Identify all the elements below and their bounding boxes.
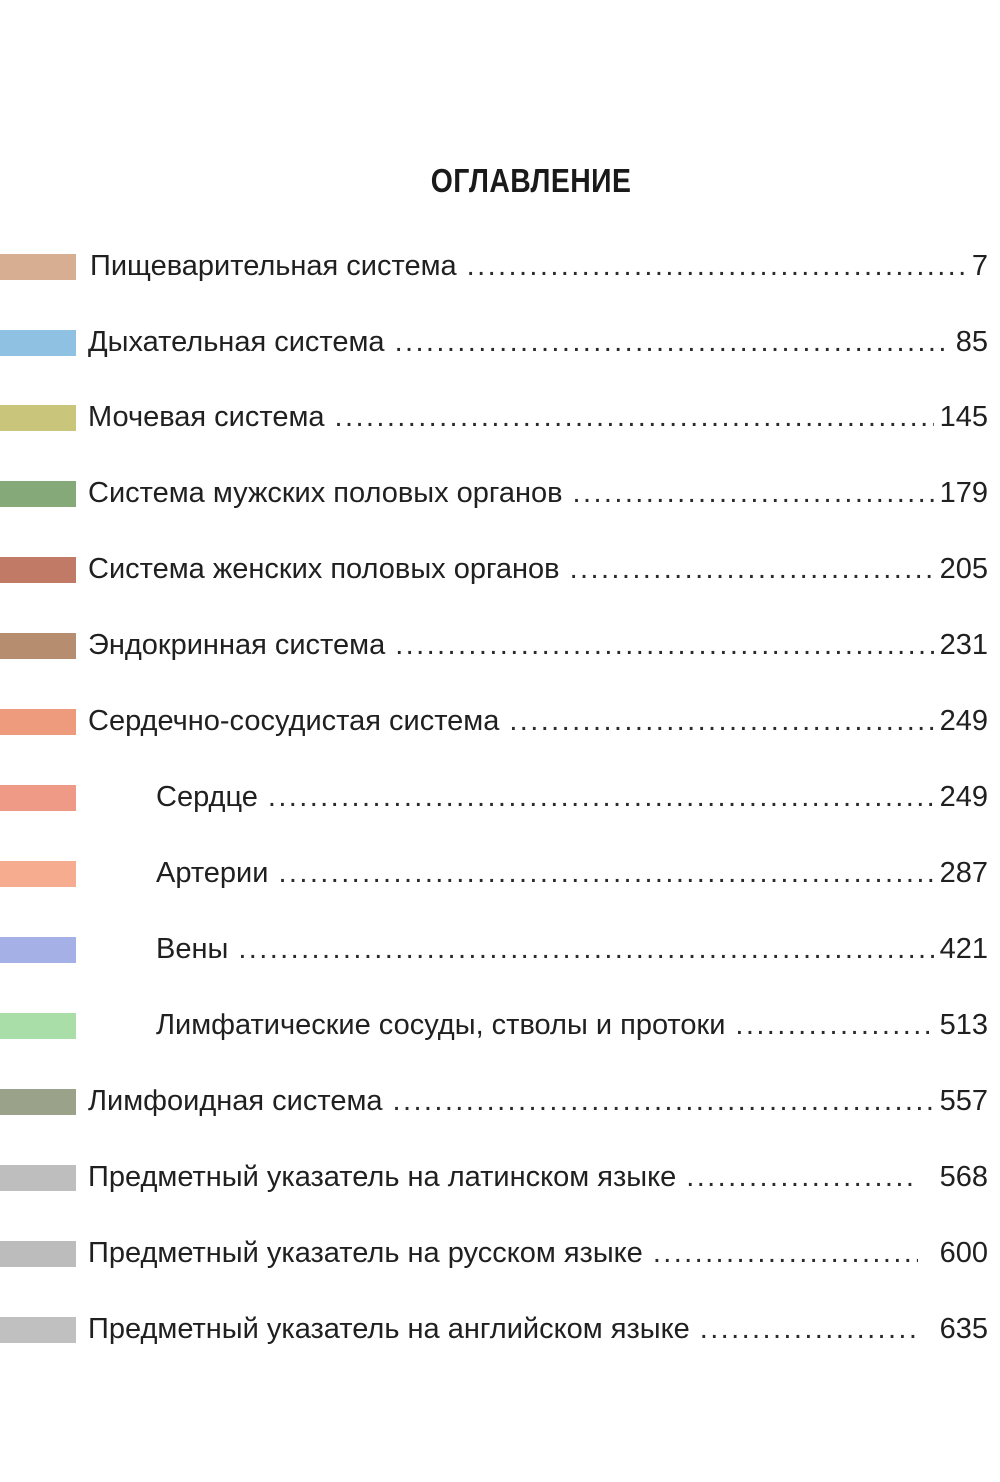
section-color-bar <box>0 1013 76 1039</box>
toc-entry-label: Предметный указатель на английском языке <box>88 1313 690 1345</box>
dot-leader: ........................................… <box>238 933 933 965</box>
dot-leader: ........................................… <box>395 629 933 661</box>
section-color-bar <box>0 330 76 356</box>
dot-leader: ........................................… <box>278 857 934 889</box>
dot-leader: ........................................… <box>394 326 950 358</box>
toc-entry-endocrine-system[interactable]: Эндокринная система ....................… <box>0 625 1000 665</box>
toc-page-number: 249 <box>939 781 988 813</box>
toc-page-number: 600 <box>939 1237 988 1269</box>
toc-page-number: 231 <box>939 629 988 661</box>
toc-page-number: 513 <box>939 1009 988 1041</box>
toc-entry-respiratory-system[interactable]: Дыхательная система ....................… <box>0 322 1000 362</box>
toc-entry-label: Система мужских половых органов <box>88 477 563 509</box>
toc-entry-label: Предметный указатель на латинском языке <box>88 1161 677 1193</box>
toc-page-number: 287 <box>939 857 988 889</box>
toc-entry-male-reproductive-system[interactable]: Система мужских половых органов ........… <box>0 473 1000 513</box>
section-color-bar <box>0 785 76 811</box>
toc-page-number: 249 <box>939 705 988 737</box>
section-color-bar <box>0 1165 76 1191</box>
section-color-bar <box>0 861 76 887</box>
dot-leader: ........................................… <box>569 553 934 585</box>
dot-leader: ........................................… <box>509 705 933 737</box>
toc-entry-label: Пищеварительная система <box>90 250 457 282</box>
toc-page-number: 635 <box>939 1313 988 1345</box>
dot-leader: ........................................… <box>652 1237 918 1269</box>
toc-page-number: 7 <box>971 250 988 282</box>
toc-entry-label: Сердечно-сосудистая система <box>88 705 500 737</box>
toc-entry-label: Артерии <box>156 857 269 889</box>
toc-page-number: 568 <box>939 1161 988 1193</box>
section-color-bar <box>0 937 76 963</box>
section-color-bar <box>0 709 76 735</box>
toc-entry-digestive-system[interactable]: Пищеварительная система ................… <box>0 246 1000 286</box>
toc-entry-label: Сердце <box>156 781 258 813</box>
toc-page-number: 179 <box>939 477 988 509</box>
section-color-bar <box>0 1241 76 1267</box>
toc-page-number: 205 <box>939 553 988 585</box>
dot-leader: ........................................… <box>334 401 934 433</box>
toc-entry-label: Мочевая система <box>88 401 325 433</box>
toc-entry-english-index[interactable]: Предметный указатель на английском языке… <box>0 1309 1000 1349</box>
section-color-bar <box>0 481 76 507</box>
toc-entry-label: Предметный указатель на русском языке <box>88 1237 643 1269</box>
toc-entry-veins[interactable]: Вены ...................................… <box>0 929 1000 969</box>
section-color-bar <box>0 1317 76 1343</box>
toc-entry-cardiovascular-system[interactable]: Сердечно-сосудистая система ............… <box>0 701 1000 741</box>
dot-leader: ........................................… <box>267 781 934 813</box>
dot-leader: ........................................… <box>466 250 966 282</box>
toc-entry-female-reproductive-system[interactable]: Система женских половых органов ........… <box>0 549 1000 589</box>
toc-entry-label: Лимфоидная система <box>88 1085 383 1117</box>
section-color-bar <box>0 405 76 431</box>
toc-entry-russian-index[interactable]: Предметный указатель на русском языке ..… <box>0 1233 1000 1273</box>
toc-page-number: 145 <box>939 401 988 433</box>
toc-page-number: 85 <box>955 326 988 358</box>
toc-entry-latin-index[interactable]: Предметный указатель на латинском языке … <box>0 1157 1000 1197</box>
section-color-bar <box>0 633 76 659</box>
dot-leader: ........................................… <box>735 1009 934 1041</box>
section-color-bar <box>0 1089 76 1115</box>
toc-page-number: 421 <box>939 933 988 965</box>
dot-leader: ........................................… <box>686 1161 917 1193</box>
toc-entry-label: Эндокринная система <box>88 629 386 661</box>
dot-leader: ........................................… <box>392 1085 934 1117</box>
toc-entry-arteries[interactable]: Артерии ................................… <box>0 853 1000 893</box>
page-title: ОГЛАВЛЕНИЕ <box>430 162 632 199</box>
toc-entry-heart[interactable]: Сердце .................................… <box>0 777 1000 817</box>
section-color-bar <box>0 557 76 583</box>
dot-leader: ........................................… <box>572 477 934 509</box>
toc-entry-label: Вены <box>156 933 229 965</box>
toc-entry-label: Дыхательная система <box>88 326 385 358</box>
toc-entry-lymphoid-system[interactable]: Лимфоидная система .....................… <box>0 1081 1000 1121</box>
toc-entry-label: Лимфатические сосуды, стволы и протоки <box>156 1009 726 1041</box>
toc-entry-lymphatic-vessels[interactable]: Лимфатические сосуды, стволы и протоки .… <box>0 1005 1000 1045</box>
toc-entry-urinary-system[interactable]: Мочевая система ........................… <box>0 397 1000 437</box>
dot-leader: ........................................… <box>699 1313 918 1345</box>
section-color-bar <box>0 254 76 280</box>
toc-entry-label: Система женских половых органов <box>88 553 560 585</box>
toc-page-number: 557 <box>939 1085 988 1117</box>
